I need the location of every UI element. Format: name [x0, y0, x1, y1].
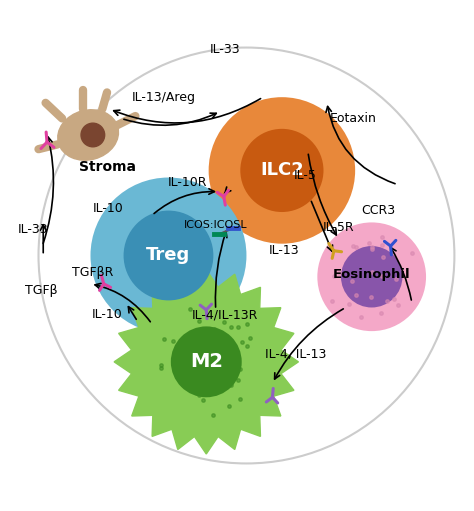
Text: IL-10: IL-10: [91, 308, 122, 321]
Circle shape: [318, 222, 426, 331]
Circle shape: [240, 129, 323, 212]
Text: IL-10R: IL-10R: [168, 176, 207, 189]
Text: IL-10: IL-10: [93, 202, 124, 215]
Text: ILC2: ILC2: [260, 161, 304, 179]
Text: ICOS:ICOSL: ICOS:ICOSL: [184, 220, 247, 230]
Text: Eotaxin: Eotaxin: [329, 112, 376, 125]
Text: IL-33: IL-33: [210, 43, 240, 56]
Text: IL-33: IL-33: [18, 223, 48, 236]
Text: TGFβR: TGFβR: [72, 266, 114, 278]
Ellipse shape: [58, 110, 118, 160]
Circle shape: [341, 246, 402, 308]
Text: CCR3: CCR3: [362, 204, 396, 217]
Text: Treg: Treg: [146, 246, 191, 265]
Text: IL-5R: IL-5R: [323, 221, 355, 234]
Text: M2: M2: [190, 353, 223, 371]
Circle shape: [124, 211, 213, 300]
Circle shape: [209, 97, 355, 244]
Text: Eosinophil: Eosinophil: [333, 268, 410, 281]
Circle shape: [91, 177, 246, 334]
Text: IL-4/IL-13R: IL-4/IL-13R: [192, 308, 258, 321]
Polygon shape: [114, 270, 299, 454]
Text: IL-13: IL-13: [269, 244, 300, 257]
Text: IL-5: IL-5: [294, 169, 317, 181]
Circle shape: [171, 327, 242, 397]
Text: IL-4, IL-13: IL-4, IL-13: [265, 349, 327, 361]
Text: IL-13/Areg: IL-13/Areg: [132, 90, 196, 104]
Text: TGFβ: TGFβ: [25, 285, 57, 297]
Ellipse shape: [81, 123, 105, 147]
Text: Stroma: Stroma: [79, 160, 136, 174]
